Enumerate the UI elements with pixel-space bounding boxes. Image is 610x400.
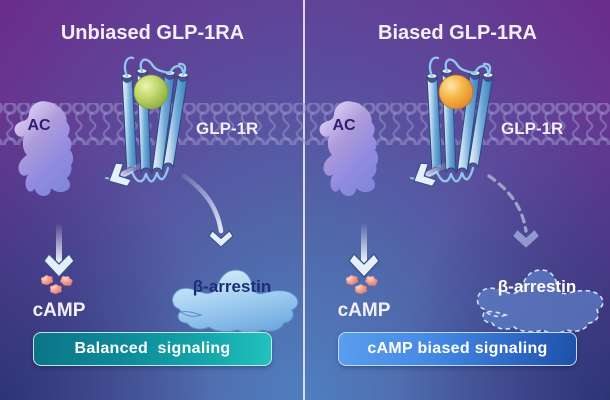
svg-text:GLP-1R: GLP-1R [196, 119, 258, 138]
svg-text:cAMP: cAMP [338, 300, 391, 321]
svg-text:β-arrestin: β-arrestin [498, 277, 576, 296]
svg-text:β-arrestin: β-arrestin [193, 277, 271, 296]
svg-text:AC: AC [332, 117, 356, 134]
svg-text:GLP-1R: GLP-1R [501, 119, 563, 138]
svg-text:cAMP: cAMP [33, 300, 86, 321]
svg-text:AC: AC [27, 117, 51, 134]
